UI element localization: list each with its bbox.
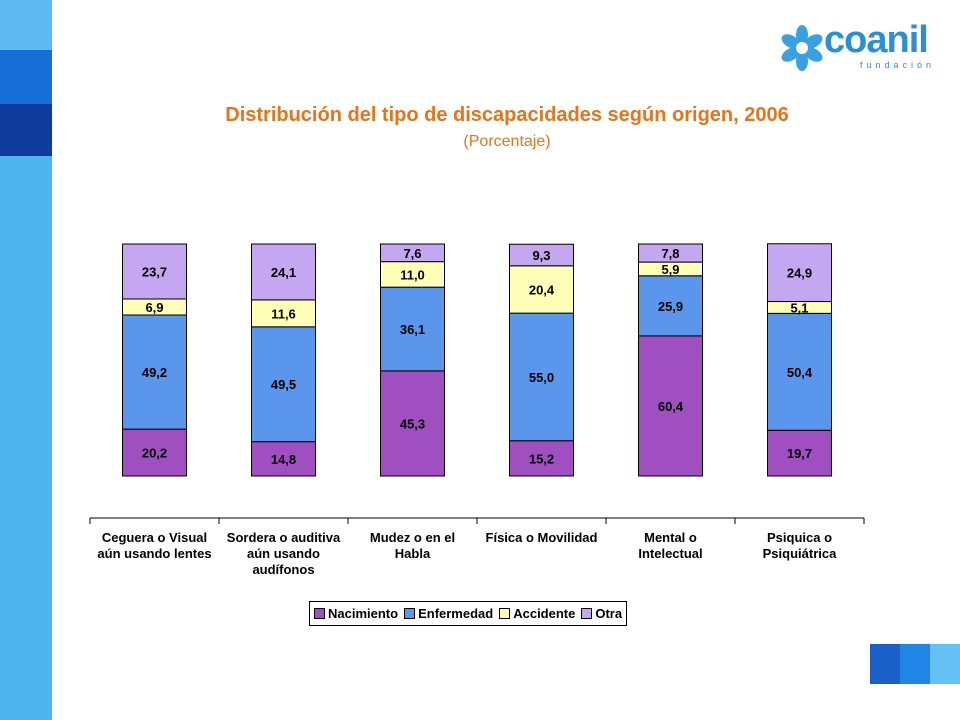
- legend-label-nacimiento: Nacimiento: [328, 606, 399, 621]
- logo-subtext: fundación: [860, 60, 936, 70]
- legend-swatch-enfermedad: [404, 608, 416, 619]
- bar-segment-enfermedad: [122, 314, 187, 430]
- bar-segment-nacimiento: [380, 370, 445, 477]
- strip-block-light: [0, 0, 52, 50]
- data-label: 5,9: [661, 262, 679, 277]
- data-label: 50,4: [787, 365, 813, 380]
- legend-swatch-accidente: [499, 608, 511, 619]
- corner-block-light: [930, 644, 960, 684]
- bar-segment-nacimiento: [122, 428, 187, 477]
- category-label: Mudez o en el Habla: [370, 530, 455, 561]
- strip-block-medium: [0, 50, 52, 104]
- bar-segment-enfermedad: [767, 312, 832, 431]
- data-label: 14,8: [271, 452, 296, 467]
- flower-logo-icon: [781, 25, 823, 71]
- data-label: 55,0: [529, 370, 554, 385]
- data-label: 11,6: [271, 306, 296, 321]
- bar-segment-nacimiento: [767, 429, 832, 477]
- data-label: 36,1: [400, 322, 425, 337]
- bar-segment-nacimiento: [638, 335, 703, 477]
- bar-segment-otra: [251, 243, 316, 301]
- category-label: Psiquica o Psiquiátrica: [763, 530, 837, 561]
- category-labels: Ceguera o Visual aún usando lentes Sordera…: [97, 530, 837, 577]
- data-label: 7,8: [661, 246, 679, 261]
- data-label: 45,3: [400, 416, 425, 431]
- bar-segment-otra: [509, 243, 574, 267]
- corner-block-dark: [870, 644, 900, 684]
- data-label: 11,0: [400, 267, 425, 282]
- chart-title: Distribución del tipo de discapacidades …: [225, 104, 789, 126]
- data-label: 19,7: [787, 446, 812, 461]
- data-label: 9,3: [532, 248, 550, 263]
- bar-segment-otra: [122, 243, 187, 300]
- data-label: 20,2: [142, 446, 167, 461]
- bar-segment-nacimiento: [509, 440, 574, 477]
- bar-segment-otra: [380, 243, 445, 263]
- x-axis-ticks: [89, 518, 865, 524]
- data-label: 24,9: [787, 266, 812, 281]
- legend-item-accidente: Accidente: [499, 606, 575, 621]
- bar-segment-enfermedad: [251, 326, 316, 443]
- chart-legend: Nacimiento Enfermedad Accidente Otra: [309, 601, 628, 626]
- bar-segment-enfermedad: [638, 275, 703, 337]
- bar-segment-accidente: [509, 265, 574, 314]
- legend-item-enfermedad: Enfermedad: [404, 606, 493, 621]
- data-label: 49,5: [271, 377, 296, 392]
- legend-label-otra: Otra: [595, 606, 623, 621]
- data-label: 6,9: [145, 300, 163, 315]
- category-label: Sordera o auditiva aún usando audífonos: [227, 530, 341, 577]
- bar-segment-accidente: [380, 261, 445, 288]
- data-label: 25,9: [658, 299, 683, 314]
- legend-swatch-nacimiento: [314, 608, 325, 619]
- strip-block-dark: [0, 104, 52, 156]
- logo-text: coanil: [824, 19, 929, 61]
- data-label: 5,1: [790, 300, 808, 315]
- coanil-logo: coanil fundación: [778, 14, 946, 78]
- bar-segment-enfermedad: [380, 286, 445, 372]
- category-label: Ceguera o Visual aún usando lentes: [97, 530, 211, 561]
- category-label: Mental o Intelectual: [638, 530, 702, 561]
- bar-segment-accidente: [251, 299, 316, 328]
- left-decorative-strip: [0, 0, 52, 720]
- data-label: 49,2: [142, 365, 167, 380]
- data-label: 60,4: [658, 399, 684, 414]
- bar-segment-otra: [638, 243, 703, 263]
- legend-label-enfermedad: Enfermedad: [418, 606, 494, 621]
- data-label: 23,7: [142, 264, 167, 279]
- legend-swatch-otra: [581, 608, 593, 619]
- chart-subtitle: (Porcentaje): [463, 133, 551, 150]
- legend-item-nacimiento: Nacimiento: [314, 606, 398, 621]
- data-label: 15,2: [529, 451, 554, 466]
- corner-decorative-blocks: [870, 644, 960, 684]
- corner-block-medium: [900, 644, 930, 684]
- legend-item-otra: Otra: [581, 606, 622, 621]
- bar-segment-otra: [767, 243, 832, 303]
- data-label: 24,1: [271, 265, 296, 280]
- data-label: 20,4: [529, 282, 555, 297]
- bar-segment-nacimiento: [251, 441, 316, 477]
- bars-group: 20,2 49,2 6,9 23,7 14,8 49,5 11,6 24,1 45,3 36,1 1…: [122, 243, 832, 477]
- category-label: Física o Movilidad: [486, 530, 598, 545]
- legend-label-accidente: Accidente: [513, 606, 576, 621]
- data-label: 7,6: [403, 246, 421, 261]
